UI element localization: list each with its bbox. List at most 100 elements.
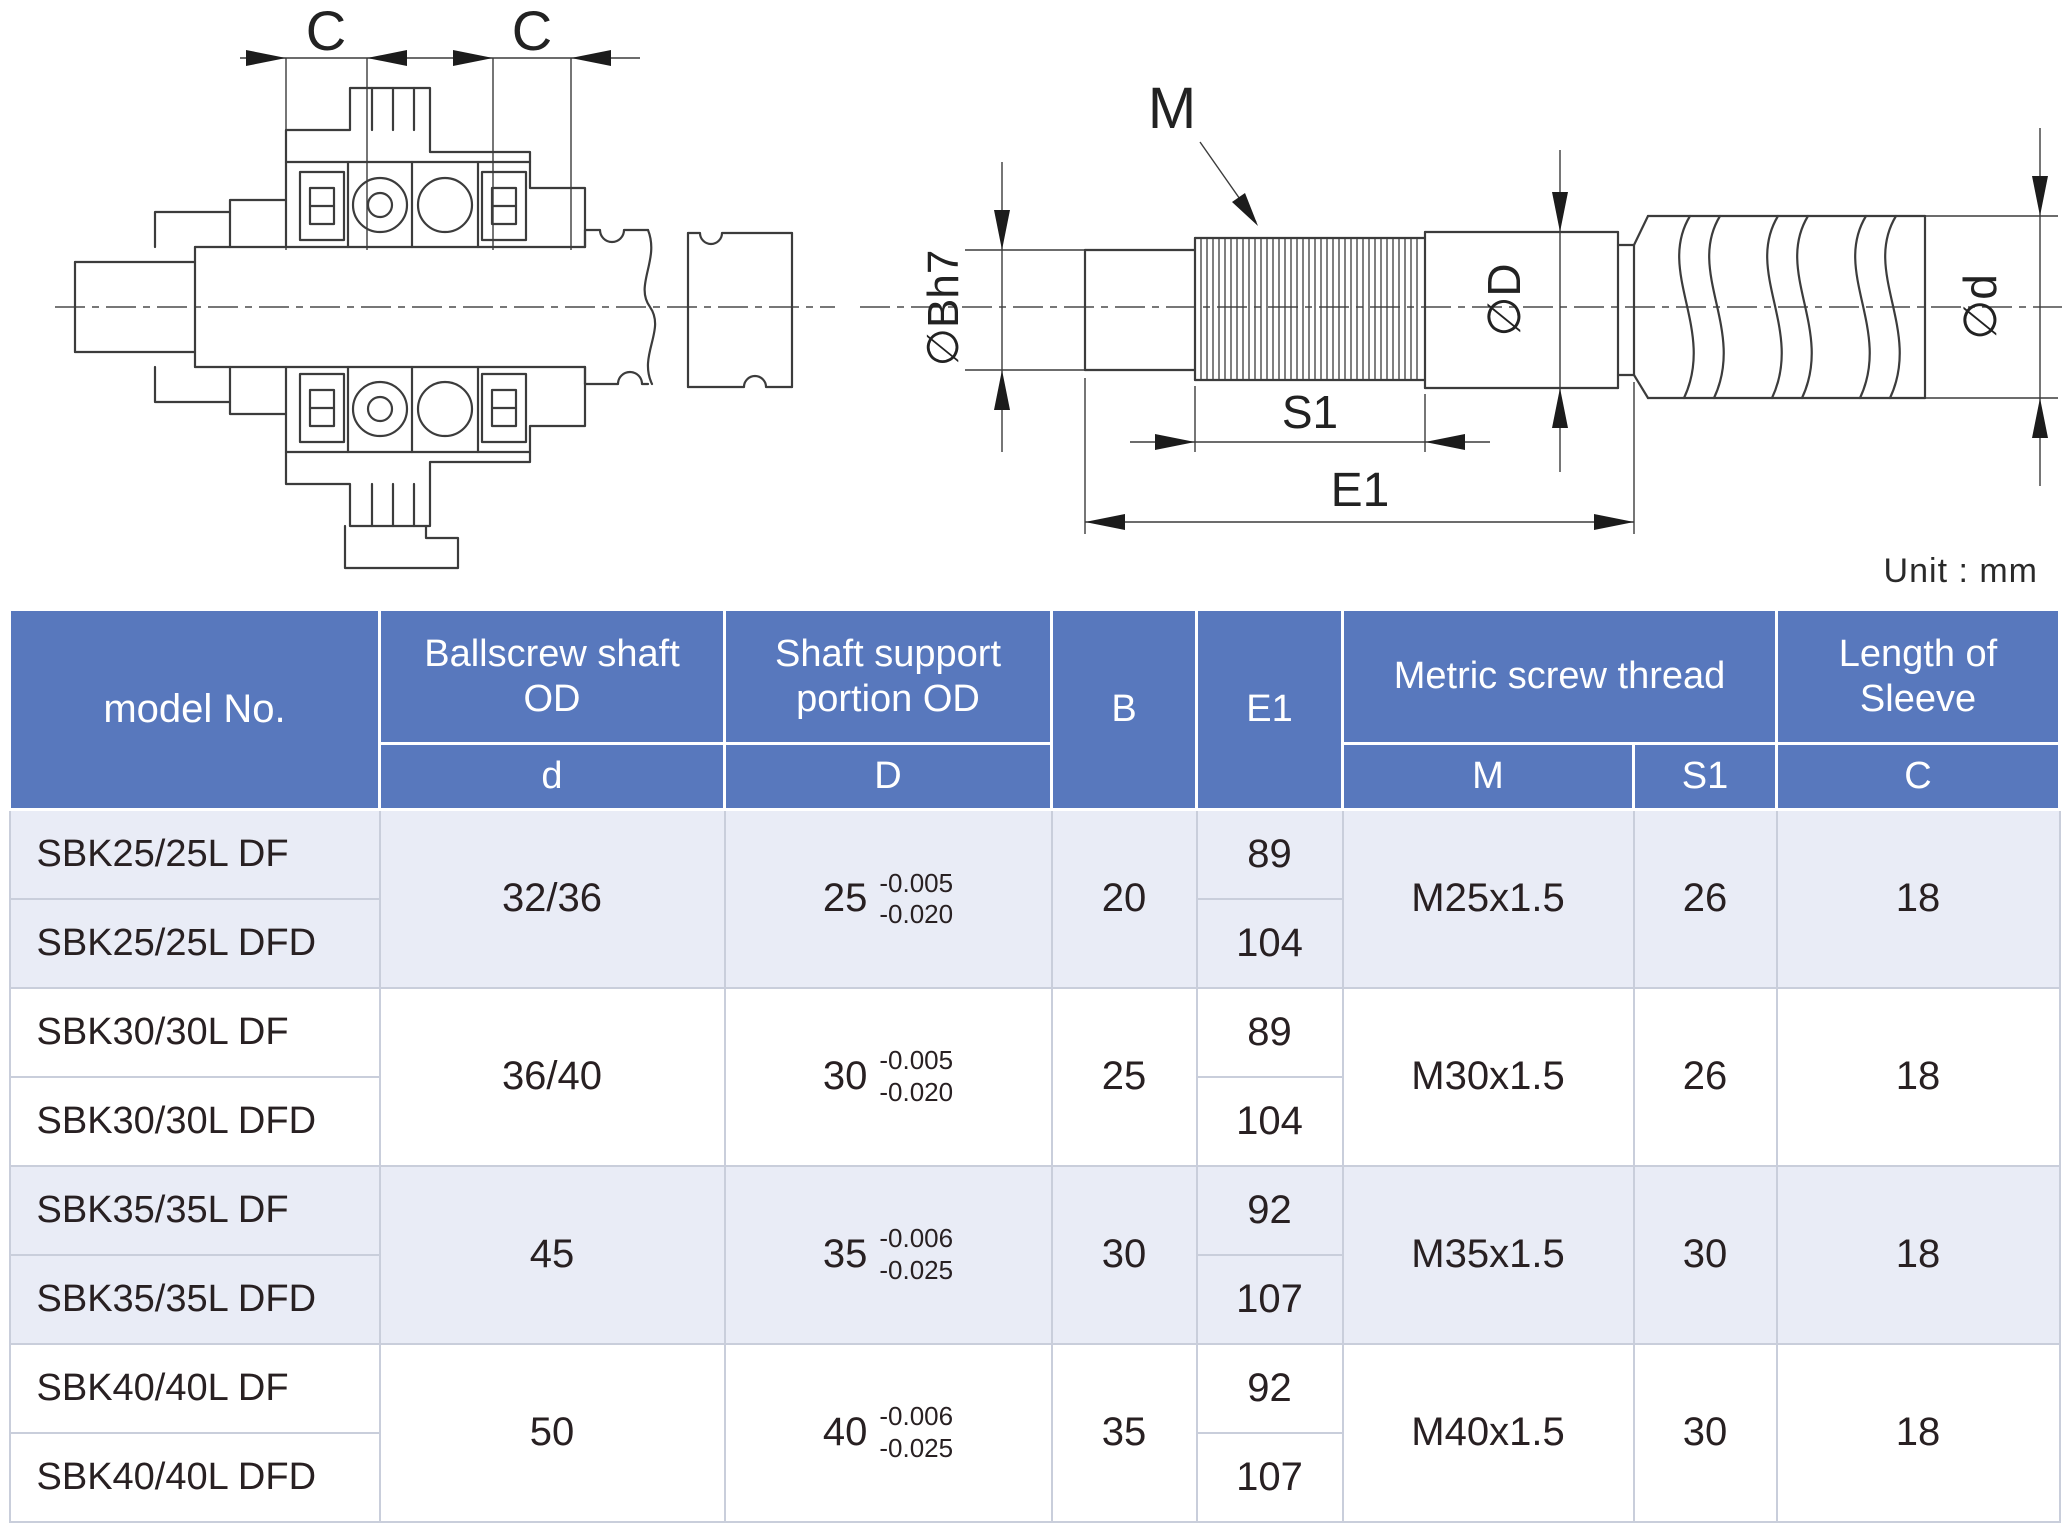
dim-label-dia-d: ∅d <box>1954 274 2006 340</box>
cell-S1: 30 <box>1632 1342 1778 1523</box>
cell-M: M25x1.5 <box>1341 808 1635 989</box>
technical-drawings: C C <box>55 0 2062 570</box>
cell-model: SBK40/40L DFD <box>8 1431 381 1523</box>
dim-label-s1: S1 <box>1282 386 1338 438</box>
cell-D-value: 35 <box>822 1232 868 1276</box>
housing-lower-half <box>153 365 587 528</box>
cell-C: 18 <box>1775 986 2061 1167</box>
bearing-ball <box>351 176 409 234</box>
table-row: SBK40/40L DFD 107 <box>8 1431 2060 1523</box>
cell-d: 45 <box>378 1164 726 1345</box>
dimension-bh7: ∅Bh7 <box>919 162 1085 452</box>
cell-M: M35x1.5 <box>1341 1164 1635 1345</box>
table-row: SBK30/30L DF 36/40 30 -0.005 -0.020 25 89 M30x1… <box>8 986 2061 1167</box>
table-row: SBK25/25L DFD 104 <box>8 897 2060 989</box>
tolerance-lower: -0.025 <box>879 1432 954 1463</box>
dimension-d: ∅d <box>1925 128 2058 486</box>
cell-D-tolerance: 35 -0.006 -0.025 <box>723 1164 1053 1345</box>
cell-S1: 30 <box>1632 1164 1778 1345</box>
cell-D-tolerance: 30 -0.005 -0.020 <box>723 986 1053 1167</box>
cell-C: 18 <box>1775 1164 2061 1345</box>
table-row: SBK40/40L DF 50 40 -0.006 -0.025 35 92 M40x1.5 3… <box>8 1342 2061 1523</box>
table-row: SBK35/35L DF 45 35 -0.006 -0.025 30 92 M35x1.5 3… <box>8 1164 2061 1345</box>
tolerance-upper: -0.005 <box>879 1045 954 1076</box>
cell-B: 25 <box>1050 986 1198 1167</box>
cell-C: 18 <box>1775 1342 2061 1523</box>
tolerance-upper: -0.006 <box>879 1223 954 1254</box>
header-e1: E1 <box>1195 608 1344 811</box>
header-metric-screw-thread: Metric screw thread <box>1340 608 1779 745</box>
dim-label-e1: E1 <box>1331 464 1390 517</box>
tolerance-upper: -0.005 <box>879 867 954 898</box>
tolerance-lower: -0.020 <box>879 1076 954 1107</box>
header-model-no: model No. <box>8 608 381 811</box>
cell-E1: 107 <box>1195 1431 1344 1523</box>
cell-model: SBK30/30L DFD <box>8 1075 381 1167</box>
cell-model: SBK25/25L DFD <box>8 897 381 989</box>
thread-hatch <box>1200 239 1418 379</box>
cell-d: 50 <box>378 1342 726 1523</box>
tolerance-lower: -0.020 <box>879 898 954 929</box>
subheader-D: D <box>723 742 1053 811</box>
cell-D-tolerance-stack: -0.006 -0.025 <box>879 1223 953 1285</box>
table-row: SBK30/30L DFD 104 <box>8 1075 2060 1167</box>
spec-table-body: SBK25/25L DF 32/36 25 -0.005 -0.020 20 89 M25x1… <box>8 808 2061 1523</box>
cell-S1: 26 <box>1632 986 1778 1167</box>
cell-model: SBK25/25L DF <box>8 808 381 900</box>
dimension-D: ∅D <box>1478 150 1568 472</box>
cell-D-value: 30 <box>822 1054 868 1098</box>
dimension-M: M <box>1148 76 1258 226</box>
left-drawing-support-unit: C C <box>55 0 835 570</box>
cell-d: 32/36 <box>378 808 726 989</box>
cell-model: SBK35/35L DFD <box>8 1253 381 1345</box>
cell-D-tolerance-stack: -0.006 -0.025 <box>879 1401 953 1463</box>
ballscrew-outline <box>1632 214 1927 400</box>
spec-table-header: model No. Ballscrew shaft OD Shaft suppo… <box>8 608 2062 811</box>
cell-D-tolerance: 25 -0.005 -0.020 <box>723 808 1053 989</box>
bearing-ball <box>416 176 474 234</box>
shaft-outline <box>73 228 794 389</box>
tolerance-upper: -0.006 <box>879 1401 954 1432</box>
cell-B: 20 <box>1050 808 1198 989</box>
cell-B: 35 <box>1050 1342 1198 1523</box>
support-cylinder-outline <box>1423 230 1636 390</box>
dim-label-bh7: ∅Bh7 <box>919 250 968 367</box>
header-ballscrew-shaft-od: Ballscrew shaft OD <box>378 608 726 745</box>
dimension-E1: E1 <box>1084 378 1635 534</box>
housing-upper-half <box>153 86 587 249</box>
dimension-S1: S1 <box>1130 386 1490 452</box>
cell-B: 30 <box>1050 1164 1198 1345</box>
subheader-s1: S1 <box>1631 742 1779 811</box>
dimension-C: C C <box>240 0 640 250</box>
journal-outline <box>1083 248 1197 372</box>
thread-outline <box>1193 230 1427 390</box>
bottom-bracket <box>343 524 460 570</box>
header-length-of-sleeve: Length of Sleeve <box>1775 608 2062 745</box>
table-row: SBK35/35L DFD 107 <box>8 1253 2060 1345</box>
subheader-c: C <box>1775 742 2062 811</box>
spec-table: model No. Ballscrew shaft OD Shaft suppo… <box>8 608 2062 1523</box>
cell-E1: 104 <box>1195 897 1344 989</box>
cell-E1: 92 <box>1195 1342 1344 1434</box>
table-row: SBK25/25L DF 32/36 25 -0.005 -0.020 20 89 M25x1… <box>8 808 2061 989</box>
cell-C: 18 <box>1775 808 2061 989</box>
cell-D-tolerance-stack: -0.005 -0.020 <box>879 868 953 930</box>
cell-E1: 104 <box>1195 1075 1344 1167</box>
cell-E1: 89 <box>1195 808 1344 900</box>
cell-D-value: 25 <box>822 876 868 921</box>
cell-model: SBK35/35L DF <box>8 1164 381 1256</box>
cell-M: M40x1.5 <box>1341 1342 1635 1523</box>
cell-model: SBK40/40L DF <box>8 1342 381 1434</box>
dim-label-dia-D: ∅D <box>1478 263 1530 336</box>
cell-D-tolerance: 40 -0.006 -0.025 <box>723 1342 1053 1523</box>
cell-M: M30x1.5 <box>1341 986 1635 1167</box>
subheader-d: d <box>378 742 726 811</box>
dim-label-c-right: C <box>512 0 552 62</box>
subheader-m: M <box>1341 742 1635 811</box>
header-b: B <box>1050 608 1198 811</box>
header-shaft-support-od: Shaft support portion OD <box>723 608 1053 745</box>
cell-d: 36/40 <box>378 986 726 1167</box>
cell-S1: 26 <box>1632 808 1778 989</box>
cell-E1: 107 <box>1195 1253 1344 1345</box>
tolerance-lower: -0.025 <box>879 1254 954 1285</box>
